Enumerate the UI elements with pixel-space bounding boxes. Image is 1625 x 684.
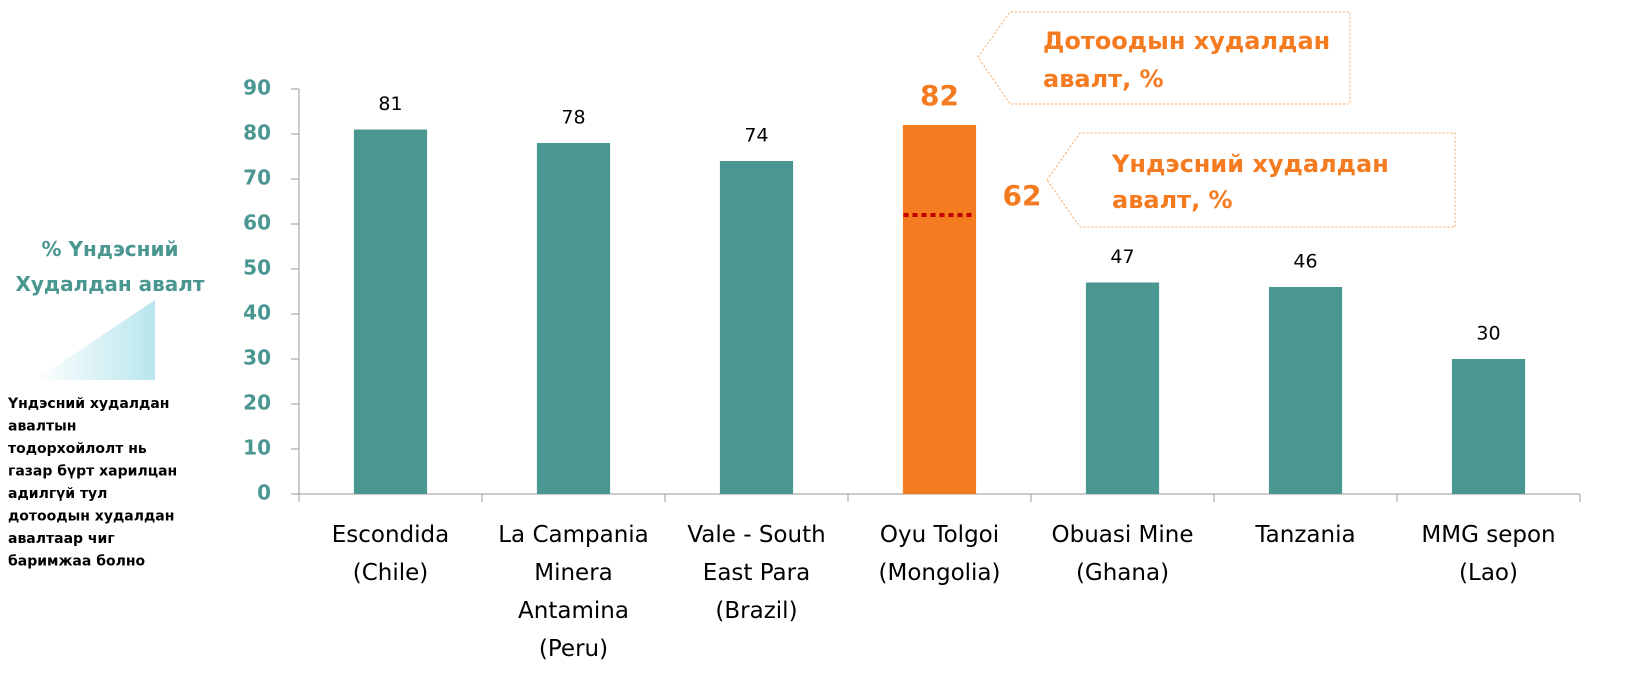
- bar: [536, 143, 611, 494]
- data-label: 74: [744, 125, 768, 147]
- y-tick-label: 60: [243, 211, 271, 235]
- x-tick-label: La Campania Minera Antamina (Peru): [498, 522, 649, 662]
- data-label: 47: [1110, 246, 1134, 268]
- y-tick-label: 50: [243, 256, 271, 280]
- callout-text: Дотоодын худалдан авалт, %: [1043, 27, 1330, 93]
- side-triangle: [35, 300, 155, 380]
- y-tick-label: 20: [243, 391, 271, 415]
- x-tick-label: Tanzania: [1254, 522, 1355, 548]
- x-tick-label: Escondida (Chile): [332, 522, 450, 586]
- y-tick-label: 10: [243, 436, 271, 460]
- bar: [1451, 359, 1526, 494]
- bar: [1085, 282, 1160, 494]
- callout-text: Үндэсний худалдан авалт, %: [1111, 150, 1389, 214]
- x-tick-label: Oyu Tolgoi (Mongolia): [879, 522, 1001, 586]
- bar: [353, 129, 428, 494]
- y-tick-label: 40: [243, 301, 271, 325]
- y-tick-label: 80: [243, 121, 271, 145]
- data-label: 30: [1476, 323, 1500, 345]
- y-tick-label: 90: [243, 76, 271, 100]
- data-label: 81: [378, 93, 402, 115]
- side-note: Үндэсний худалдан авалтын тодорхойлолт нь г…: [7, 396, 177, 570]
- data-label: 78: [561, 107, 585, 129]
- bar: [719, 161, 794, 494]
- side-title: % Үндэсний Худалдан авалт: [15, 237, 204, 296]
- callout-box: [977, 11, 1351, 105]
- data-label: 46: [1293, 251, 1317, 273]
- x-tick-label: MMG sepon (Lao): [1421, 522, 1555, 586]
- bar: [1268, 287, 1343, 494]
- y-tick-label: 0: [257, 481, 271, 505]
- data-label: 82: [920, 79, 959, 112]
- x-tick-label: Vale - South East Para (Brazil): [687, 522, 825, 624]
- bar: [902, 125, 977, 494]
- national-value: 62: [1003, 179, 1042, 212]
- callout-box: [1046, 132, 1456, 228]
- x-tick-label: Obuasi Mine (Ghana): [1051, 522, 1193, 586]
- y-tick-label: 70: [243, 166, 271, 190]
- y-tick-label: 30: [243, 346, 271, 370]
